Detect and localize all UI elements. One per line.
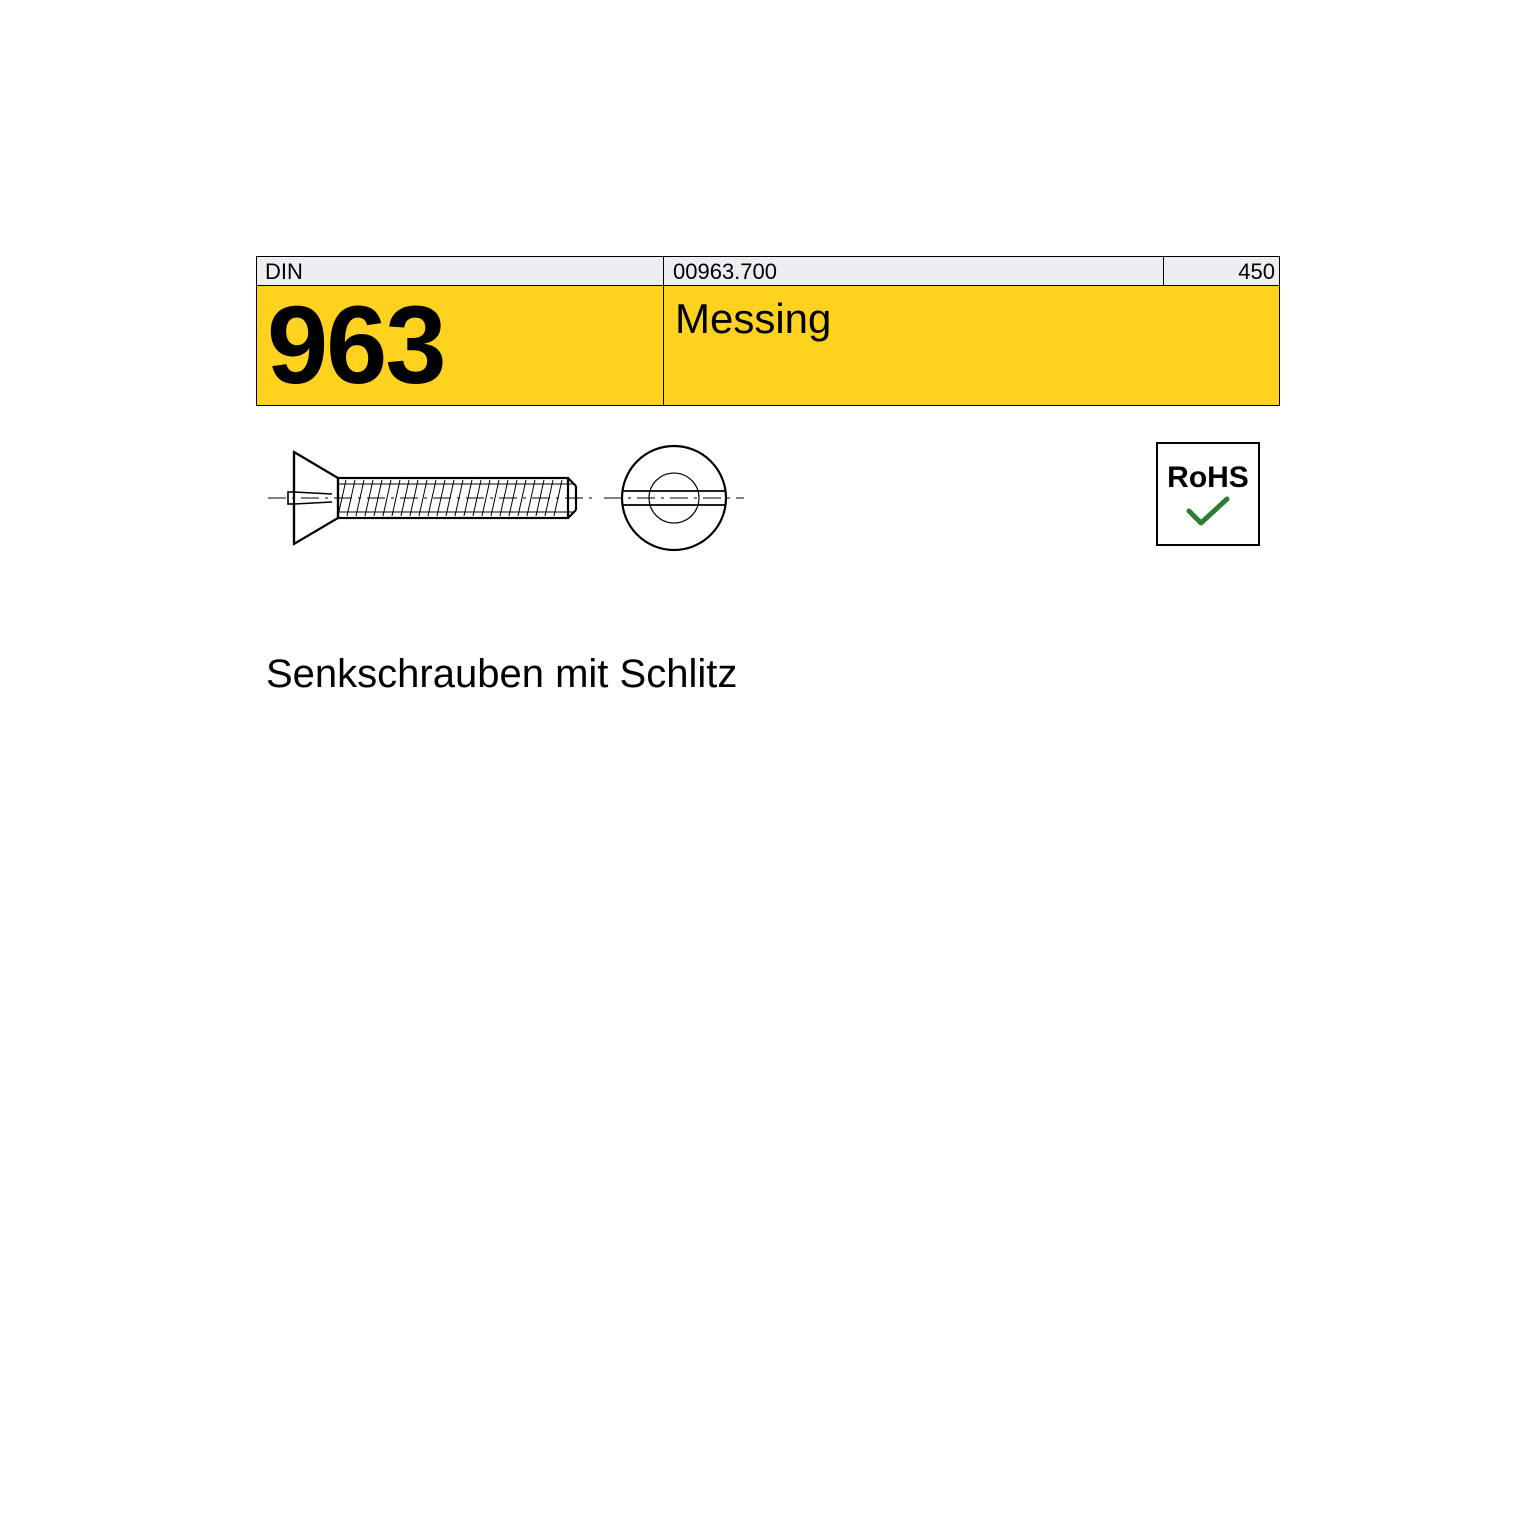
header-standard: DIN xyxy=(265,257,303,287)
header-row: DIN 00963.700 450 xyxy=(256,256,1280,286)
title-band-right: Messing xyxy=(663,286,1279,405)
header-code: 450 xyxy=(1163,257,1281,287)
din-number: 963 xyxy=(257,291,445,401)
technical-drawing xyxy=(256,426,1280,606)
rohs-badge: RoHS xyxy=(1156,442,1260,546)
title-band-divider xyxy=(663,286,664,405)
title-band: 963 Messing xyxy=(256,286,1280,406)
header-article: 00963.700 xyxy=(673,257,777,287)
title-band-left: 963 xyxy=(257,286,663,405)
screw-drawing-svg xyxy=(256,426,856,576)
product-caption: Senkschrauben mit Schlitz xyxy=(266,652,737,697)
header-divider-1 xyxy=(663,257,664,285)
datasheet-card: DIN 00963.700 450 963 Messing RoHS Senks… xyxy=(256,256,1280,1280)
check-icon xyxy=(1185,495,1231,527)
material-label: Messing xyxy=(663,295,831,397)
rohs-label: RoHS xyxy=(1167,461,1249,495)
